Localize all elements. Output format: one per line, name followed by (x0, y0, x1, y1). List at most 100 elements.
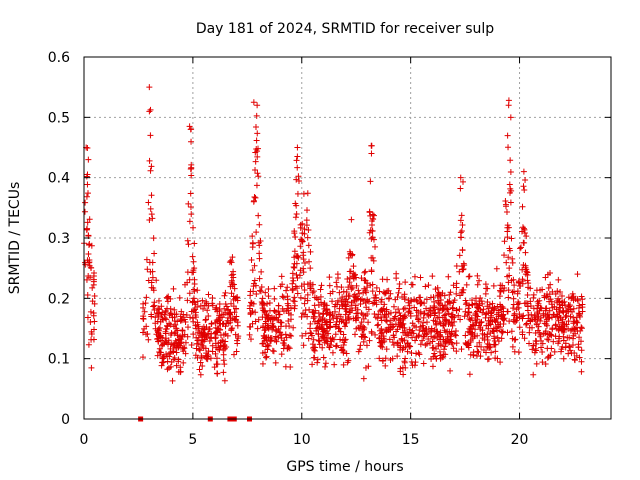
data-point (285, 317, 292, 324)
data-point (229, 325, 236, 332)
data-point (150, 303, 157, 310)
data-point (226, 259, 233, 266)
data-point (190, 295, 197, 302)
data-point (515, 300, 522, 307)
data-point (542, 274, 549, 281)
data-point (365, 319, 372, 326)
data-point (300, 256, 307, 263)
data-point (155, 297, 162, 304)
data-point (411, 273, 418, 280)
data-point (504, 329, 511, 336)
data-point (252, 318, 259, 325)
data-point (192, 312, 199, 319)
data-point (90, 312, 97, 319)
data-point (469, 321, 476, 328)
data-point (291, 230, 298, 237)
data-point (362, 287, 369, 294)
data-point (295, 178, 302, 185)
data-point (319, 322, 326, 329)
data-point (154, 310, 161, 317)
data-point (158, 362, 165, 369)
data-point (342, 306, 349, 313)
data-point (234, 322, 241, 329)
data-point (301, 311, 308, 318)
data-point (505, 254, 512, 261)
data-point (291, 248, 298, 255)
data-point (289, 270, 296, 277)
data-point (460, 265, 467, 272)
data-point (423, 319, 430, 326)
data-point (331, 361, 338, 368)
data-point (300, 269, 307, 276)
data-point (363, 342, 370, 349)
data-point (188, 341, 195, 348)
data-point (430, 304, 437, 311)
data-point (499, 329, 506, 336)
data-point (420, 324, 427, 331)
data-point (507, 185, 514, 192)
data-point (558, 325, 565, 332)
data-point (272, 309, 279, 316)
data-point (205, 312, 212, 319)
data-point (383, 346, 390, 353)
data-point (423, 340, 430, 347)
data-point (387, 357, 394, 364)
data-point (415, 333, 422, 340)
data-point (309, 281, 316, 288)
data-point (294, 190, 301, 197)
data-point (188, 161, 195, 168)
data-point (221, 345, 228, 352)
data-point (516, 324, 523, 331)
data-point (508, 235, 515, 242)
data-point (404, 348, 411, 355)
data-point (319, 315, 326, 322)
data-point (386, 294, 393, 301)
data-point (358, 319, 365, 326)
data-point (552, 313, 559, 320)
data-point (484, 356, 491, 363)
data-point (469, 329, 476, 336)
data-point (142, 331, 149, 338)
data-point (391, 315, 398, 322)
data-point (296, 272, 303, 279)
data-point (449, 314, 456, 321)
data-point (462, 308, 469, 315)
data-point (156, 306, 163, 313)
data-point (317, 286, 324, 293)
data-point (406, 308, 413, 315)
data-point (357, 322, 364, 329)
data-point (485, 355, 492, 362)
data-point (340, 361, 347, 368)
data-point (501, 238, 508, 245)
data-point (340, 341, 347, 348)
data-point (326, 324, 333, 331)
data-point (271, 295, 278, 302)
data-point (576, 334, 583, 341)
data-point (250, 99, 257, 106)
data-point (536, 297, 543, 304)
data-point (396, 309, 403, 316)
data-point (563, 307, 570, 314)
data-point (176, 294, 183, 301)
data-point (234, 294, 241, 301)
data-point (490, 282, 497, 289)
data-point (159, 315, 166, 322)
data-point (156, 345, 163, 352)
data-point (146, 259, 153, 266)
data-point (488, 349, 495, 356)
data-point (447, 289, 454, 296)
data-point (84, 314, 91, 321)
data-point (83, 173, 90, 180)
data-point (294, 144, 301, 151)
data-point (356, 346, 363, 353)
data-point (85, 341, 92, 348)
data-point (214, 361, 221, 368)
data-point (252, 123, 259, 130)
data-point (216, 300, 223, 307)
data-point (247, 336, 254, 343)
data-point (147, 268, 154, 275)
data-point (281, 337, 288, 344)
data-point (451, 318, 458, 325)
data-point (155, 329, 162, 336)
